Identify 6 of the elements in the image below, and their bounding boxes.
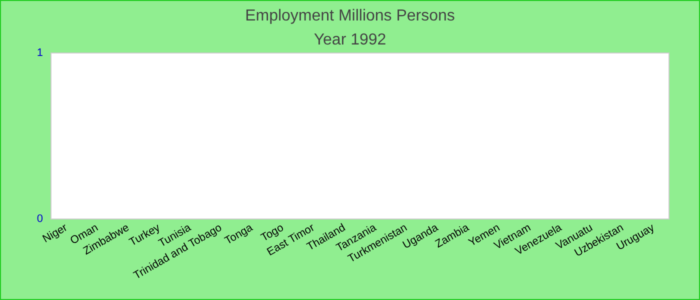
chart-title: Employment Millions Persons xyxy=(245,8,455,24)
y-tick-label: 1 xyxy=(36,47,43,59)
y-tick-label: 0 xyxy=(36,213,43,225)
x-tick-label: Tonga xyxy=(222,221,256,248)
x-tick-label: Niger xyxy=(40,222,70,246)
chart-subtitle: Year 1992 xyxy=(314,32,386,48)
